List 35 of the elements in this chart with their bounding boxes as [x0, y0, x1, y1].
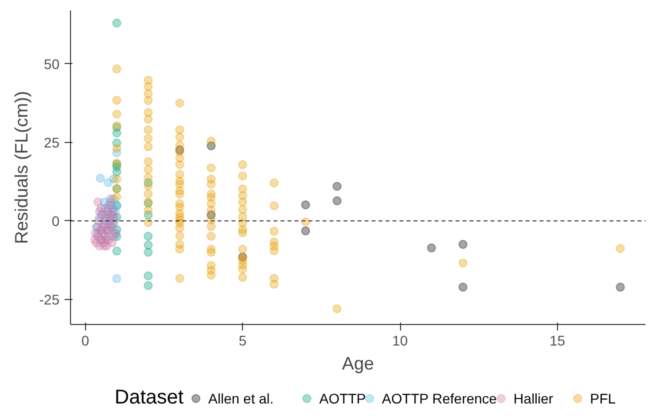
- point: [112, 18, 122, 28]
- point: [301, 226, 310, 236]
- y-axis-title: Residuals (FL(cm)): [11, 90, 32, 244]
- point: [96, 174, 105, 183]
- point: [144, 281, 153, 290]
- point: [112, 128, 122, 138]
- y-tick-label: -25: [39, 291, 60, 308]
- point: [112, 246, 122, 256]
- point: [144, 240, 153, 250]
- legend-label: Allen et al.: [208, 390, 274, 406]
- y-tick-label: 50: [44, 56, 60, 72]
- point: [101, 235, 110, 244]
- point: [332, 182, 342, 191]
- y-tick-label: 0: [52, 212, 60, 229]
- point: [144, 232, 153, 241]
- legend-title: Dataset: [114, 386, 184, 408]
- point: [332, 196, 342, 206]
- x-axis-title: Age: [342, 354, 374, 374]
- x-tick-label: 0: [81, 332, 90, 348]
- legend-label: AOTTP: [319, 390, 366, 406]
- point: [301, 200, 310, 210]
- point: [458, 240, 468, 249]
- y-tick-label: 25: [44, 134, 60, 150]
- legend-label: Hallier: [514, 390, 554, 406]
- point: [458, 282, 468, 292]
- point: [616, 282, 625, 292]
- x-tick-label: 5: [238, 332, 247, 348]
- legend-label: AOTTP Reference: [382, 390, 498, 406]
- point: [112, 274, 122, 284]
- x-tick-label: 10: [392, 332, 408, 348]
- point: [144, 271, 153, 280]
- legend-label: PFL: [590, 390, 616, 406]
- point: [144, 248, 153, 257]
- point: [426, 243, 436, 252]
- x-tick-label: 15: [550, 332, 566, 348]
